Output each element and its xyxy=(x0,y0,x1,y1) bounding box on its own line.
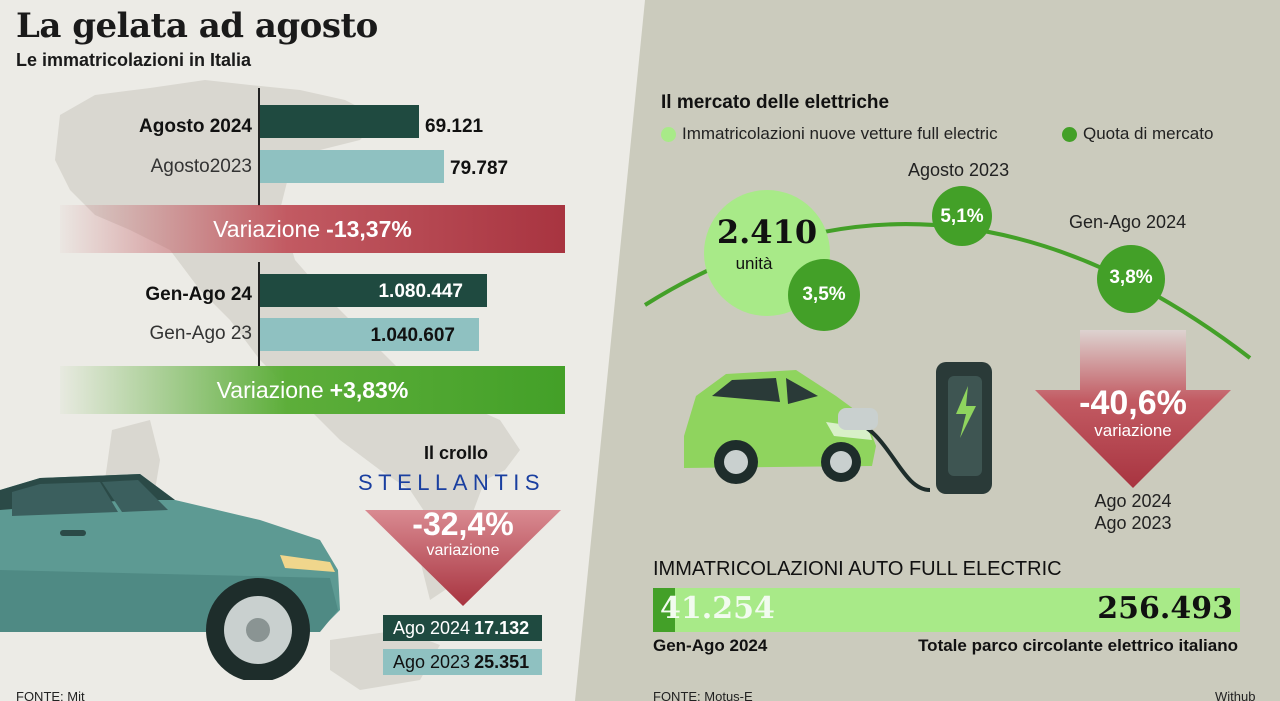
source-right: FONTE: Motus-E xyxy=(653,689,753,701)
stellantis-change-label: variazione xyxy=(426,542,500,559)
legend-item-share: Quota di mercato xyxy=(1062,124,1213,144)
main-title: La gelata ad agosto xyxy=(16,6,378,46)
change-period-2: Ago 2023 xyxy=(1094,513,1172,533)
bar-label: Agosto 2024 xyxy=(139,116,252,137)
share-period-label: Agosto 2023 xyxy=(908,160,1010,180)
bar-label: Gen-Ago 24 xyxy=(145,284,252,305)
credit: Withub xyxy=(1215,689,1256,701)
total-bar xyxy=(653,588,1240,632)
variation-band-negative: Variazione -13,37% xyxy=(60,205,565,253)
electric-car-icon xyxy=(684,370,876,484)
variation-band-positive: Variazione +3,83% xyxy=(60,366,565,414)
electric-change-label: variazione xyxy=(1094,421,1172,440)
units-value: 2.410 xyxy=(716,213,818,251)
source-left: FONTE: Mit xyxy=(16,689,85,701)
charging-station-icon xyxy=(936,362,992,494)
share-value: 3,8% xyxy=(1109,267,1153,288)
variation-label: Variazione xyxy=(216,376,324,403)
bar xyxy=(260,150,444,183)
legend-label: Quota di mercato xyxy=(1083,124,1214,143)
legend-dot-dark xyxy=(1062,126,1077,142)
electric-market-title: Il mercato delle elettriche xyxy=(661,92,890,113)
charging-cable xyxy=(838,408,931,492)
variation-label: Variazione xyxy=(213,215,321,242)
stellantis-logo: STELLANTIS xyxy=(358,470,546,495)
down-arrow-icon xyxy=(365,510,561,606)
total-label: Totale parco circolante elettrico italia… xyxy=(918,636,1238,655)
part-label: Gen-Ago 2024 xyxy=(653,636,768,655)
change-period-1: Ago 2024 xyxy=(1094,491,1172,511)
row-label: Ago 2023 xyxy=(393,652,471,672)
bar xyxy=(260,318,479,351)
share-period-label: Gen-Ago 2024 xyxy=(1069,212,1187,232)
bar-axis-bottom xyxy=(258,262,260,366)
part-value: 41.254 xyxy=(660,591,775,626)
legend-label: Immatricolazioni nuove vetture full elec… xyxy=(682,124,998,143)
part-bar xyxy=(653,588,675,632)
share-circle xyxy=(1097,245,1165,313)
bar-value: 79.787 xyxy=(450,158,509,179)
legend-dot-light xyxy=(661,126,676,142)
crollo-heading: Il crollo xyxy=(424,443,489,463)
units-label: unità xyxy=(735,254,773,273)
bar xyxy=(260,105,419,138)
electric-change: -40,6% xyxy=(1079,384,1187,422)
share-value: 3,5% xyxy=(802,284,846,305)
row-label: Ago 2024 xyxy=(393,618,471,638)
share-circle xyxy=(788,259,860,331)
main-subtitle: Le immatricolazioni in Italia xyxy=(16,50,252,70)
row-value: 25.351 xyxy=(474,652,530,672)
stellantis-change: -32,4% xyxy=(412,506,514,542)
down-arrow-icon xyxy=(1035,330,1231,488)
bar-value: 1.040.607 xyxy=(370,325,455,346)
total-value: 256.493 xyxy=(1097,591,1233,626)
share-circle xyxy=(932,186,992,246)
legend-item-registrations: Immatricolazioni nuove vetture full elec… xyxy=(661,124,998,144)
stellantis-row-2024: Ago 2024 17.132 xyxy=(383,615,542,641)
stellantis-row-2023: Ago 2023 25.351 xyxy=(383,649,542,675)
bar-axis-top xyxy=(258,88,260,206)
bar-label: Agosto2023 xyxy=(150,156,252,177)
variation-value: +3,83% xyxy=(329,376,409,403)
share-value: 5,1% xyxy=(940,206,984,227)
bar-value: 69.121 xyxy=(425,116,484,137)
full-electric-title: IMMATRICOLAZIONI AUTO FULL ELECTRIC xyxy=(653,558,1062,580)
lightning-bolt-icon xyxy=(956,386,976,438)
car-illustration xyxy=(0,474,340,680)
bar xyxy=(260,274,487,307)
variation-value: -13,37% xyxy=(326,215,412,242)
row-value: 17.132 xyxy=(474,618,530,638)
bar-value: 1.080.447 xyxy=(378,281,463,302)
bar-label: Gen-Ago 23 xyxy=(149,323,252,344)
